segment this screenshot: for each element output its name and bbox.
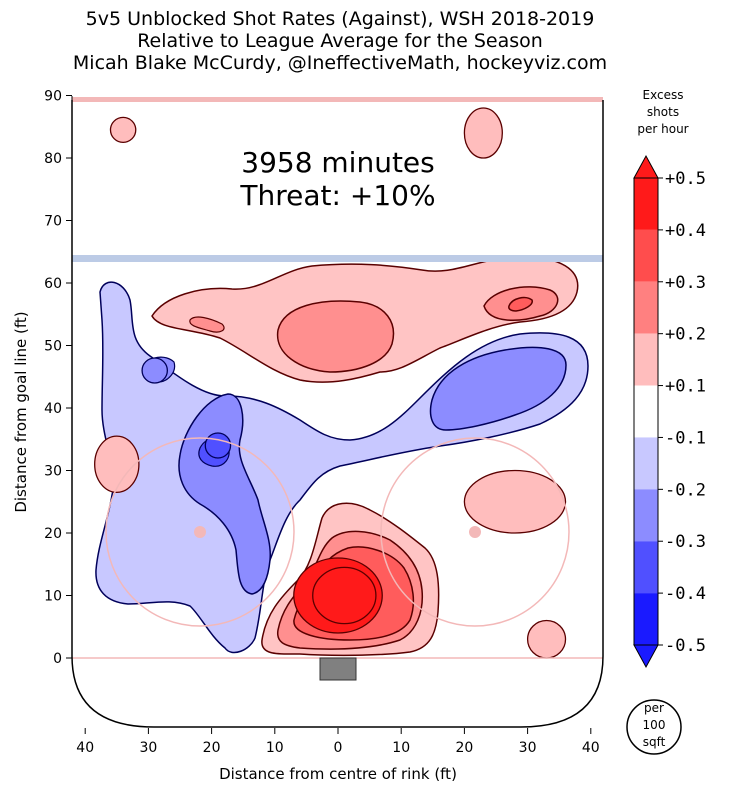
- unit-badge-line2: 100: [643, 718, 666, 732]
- contour-region-7: [141, 357, 169, 384]
- faceoff-circle-left: [105, 437, 295, 627]
- x-tick-label: 20: [203, 740, 221, 756]
- colorbar-tick-label: -0.5: [665, 636, 706, 656]
- colorbar-segment: [634, 333, 658, 386]
- unit-badge: per 100 sqft: [626, 699, 682, 755]
- blue-line: [72, 255, 603, 262]
- contour-region-1: [312, 566, 377, 625]
- y-tick-label: 20: [44, 526, 62, 542]
- contour-region-5: [463, 469, 567, 534]
- x-axis: 40 30 20 10 0 10 20 30 40 Distance from centre o…: [76, 728, 600, 783]
- colorbar-tick-label: +0.3: [665, 273, 706, 293]
- colorbar-swatches: +0.5 +0.4 +0.3 +0.2 +0.1 -0.1 -0.2 -0.3 -0.4 -0.5: [633, 154, 706, 669]
- minutes-annotation: 3958 minutes: [241, 146, 435, 179]
- y-tick-label: 60: [44, 276, 62, 292]
- colorbar-segment: [634, 489, 658, 542]
- unit-badge-line1: per: [644, 701, 664, 715]
- rink-markings: [71, 97, 604, 728]
- colorbar-frame: [633, 177, 659, 646]
- colorbar-tick-label: -0.3: [665, 532, 706, 552]
- contour-red-small-left: [189, 316, 225, 333]
- y-tick-label: 80: [44, 151, 62, 167]
- y-tick-label: 30: [44, 464, 62, 480]
- colorbar-tick-label: +0.4: [665, 221, 706, 241]
- contour-region-2: [463, 107, 503, 159]
- colorbar-tick-label: -0.1: [665, 428, 706, 448]
- colorbar-tick-label: -0.4: [665, 584, 706, 604]
- contour-region-6: [526, 619, 567, 659]
- unit-badge-line3: sqft: [643, 735, 666, 749]
- contour-region-8: [204, 432, 232, 459]
- colorbar-segment: [634, 385, 658, 438]
- goal-net: [319, 657, 357, 681]
- colorbar-segment: [634, 178, 658, 230]
- y-tick-label: 50: [44, 339, 62, 355]
- x-tick-label: 40: [582, 740, 600, 756]
- x-tick-label: 20: [455, 740, 473, 756]
- chart-subtitle: Relative to League Average for the Seaso…: [137, 30, 543, 52]
- colorbar-label-line3: per hour: [637, 122, 688, 136]
- colorbar-extend-bottom: [633, 644, 659, 669]
- y-tick-label: 10: [44, 589, 62, 605]
- y-tick-label: 70: [44, 214, 62, 230]
- faceoff-circle-right: [380, 437, 570, 627]
- colorbar-label-line1: Excess: [643, 88, 684, 102]
- y-tick-label: 90: [44, 89, 62, 105]
- colorbar-segment: [634, 593, 658, 645]
- faceoff-dot-left: [194, 526, 206, 538]
- contour-red-small-right: [508, 296, 533, 312]
- contour-red-mid: [276, 300, 395, 373]
- x-axis-label: Distance from centre of rink (ft): [219, 765, 457, 783]
- y-axis: 0 10 20 30 40 50 60 70 80 90 Distance from goal l…: [12, 89, 73, 667]
- chart-credit: Micah Blake McCurdy, @IneffectiveMath, h…: [72, 52, 608, 74]
- center-line: [72, 97, 603, 102]
- x-tick-label: 10: [266, 740, 284, 756]
- colorbar-tick-label: +0.1: [665, 377, 706, 397]
- colorbar-segment: [634, 541, 658, 594]
- rink-boards: [71, 100, 604, 728]
- contour-blue-right: [429, 346, 567, 431]
- colorbar-segment: [634, 437, 658, 490]
- contour-region-4: [94, 435, 140, 494]
- colorbar-segment: [634, 281, 658, 334]
- colorbar: Excess shots per hour +0.5+0.4+0.3+0.2+0…: [633, 88, 706, 669]
- x-tick-label: 30: [139, 740, 157, 756]
- colorbar-tick-label: +0.5: [665, 169, 706, 189]
- x-tick-label: 10: [392, 740, 410, 756]
- colorbar-extend-top: [633, 154, 659, 179]
- contour-region-3: [109, 116, 137, 144]
- x-ticks: 40 30 20 10 0 10 20 30 40: [76, 728, 600, 756]
- y-tick-label: 40: [44, 401, 62, 417]
- chart-title: 5v5 Unblocked Shot Rates (Against), WSH …: [85, 8, 595, 30]
- x-tick-label: 40: [76, 740, 94, 756]
- x-tick-label: 30: [519, 740, 537, 756]
- colorbar-segment: [634, 229, 658, 282]
- y-axis-label: Distance from goal line (ft): [12, 311, 30, 512]
- y-ticks: 0 10 20 30 40 50 60 70 80 90: [44, 89, 72, 667]
- contour-regions: [94, 107, 567, 659]
- y-tick-label: 0: [53, 651, 62, 667]
- x-tick-label: 0: [334, 740, 343, 756]
- colorbar-label-line2: shots: [647, 105, 679, 119]
- faceoff-dot-right: [469, 526, 481, 538]
- colorbar-tick-label: -0.2: [665, 480, 706, 500]
- threat-annotation: Threat: +10%: [239, 179, 435, 212]
- colorbar-tick-label: +0.2: [665, 325, 706, 345]
